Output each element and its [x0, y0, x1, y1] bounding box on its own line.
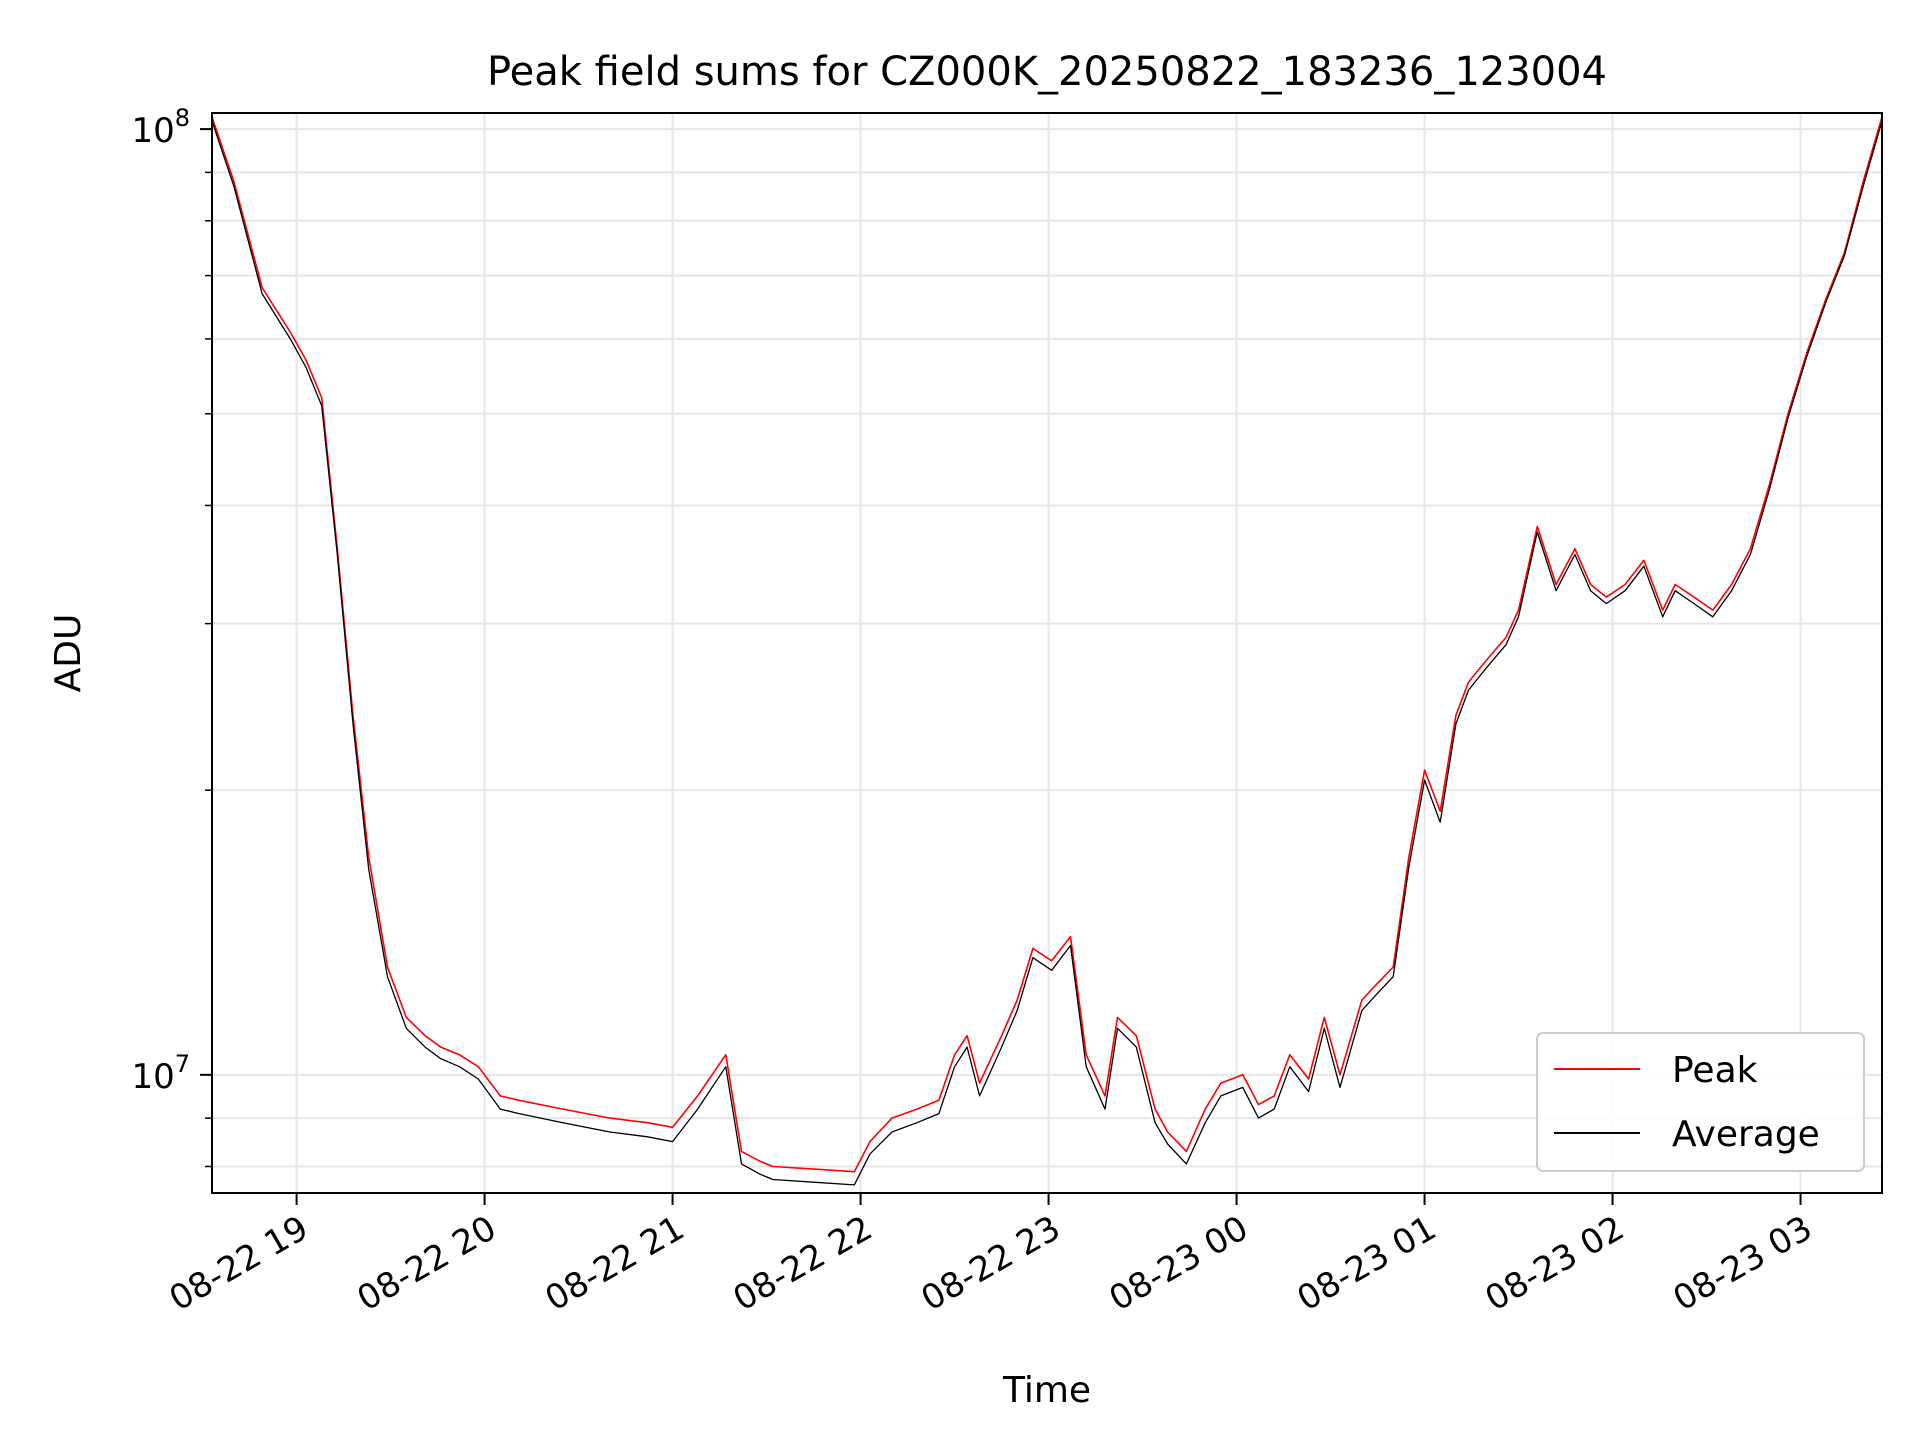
- x-tick-label: 08-23 03: [1667, 1208, 1819, 1319]
- x-tick-label: 08-23 00: [1103, 1208, 1255, 1319]
- series-lines: [212, 116, 1882, 1186]
- y-tick-label: 108: [131, 104, 190, 151]
- legend-box: [1536, 1032, 1865, 1172]
- x-tick-label: 08-22 21: [539, 1208, 691, 1319]
- grid: [212, 113, 1882, 1193]
- legend-label-average: Average: [1672, 1114, 1820, 1155]
- legend-label-peak: Peak: [1672, 1050, 1758, 1091]
- y-axis-label: ADU: [48, 614, 89, 693]
- x-tick-label: 08-22 20: [351, 1208, 503, 1319]
- x-tick-label: 08-22 23: [915, 1208, 1067, 1319]
- x-tick-label: 08-23 01: [1291, 1208, 1443, 1319]
- x-tick-label: 08-23 02: [1479, 1208, 1631, 1319]
- chart-title: Peak field sums for CZ000K_20250822_1832…: [487, 49, 1607, 95]
- series-line-peak: [212, 116, 1882, 1173]
- plot-frame: [211, 112, 1883, 1194]
- legend: Peak Average: [1536, 1032, 1865, 1172]
- series-line-average: [212, 120, 1882, 1186]
- x-tick-label: 08-22 19: [163, 1208, 315, 1319]
- y-tick-label: 107: [131, 1050, 190, 1097]
- x-tick-label: 08-22 22: [727, 1208, 879, 1319]
- x-axis-label: Time: [1002, 1370, 1091, 1411]
